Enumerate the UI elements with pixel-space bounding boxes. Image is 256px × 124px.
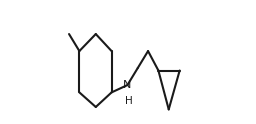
Text: N: N	[123, 80, 132, 90]
Text: H: H	[125, 96, 133, 106]
